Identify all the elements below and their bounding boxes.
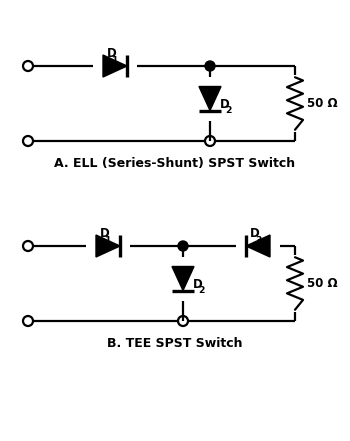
Text: 50 Ω: 50 Ω — [307, 97, 338, 110]
Circle shape — [205, 61, 215, 71]
Text: D: D — [100, 227, 110, 240]
Polygon shape — [103, 55, 127, 77]
Polygon shape — [246, 235, 270, 257]
Polygon shape — [199, 86, 221, 111]
Text: 3: 3 — [255, 235, 262, 245]
Text: A. ELL (Series-Shunt) SPST Switch: A. ELL (Series-Shunt) SPST Switch — [55, 157, 295, 170]
Text: 50 Ω: 50 Ω — [307, 277, 338, 290]
Polygon shape — [96, 235, 120, 257]
Text: D: D — [107, 47, 117, 60]
Polygon shape — [172, 266, 194, 291]
Text: D: D — [250, 227, 260, 240]
Text: 2: 2 — [198, 286, 205, 295]
Text: D: D — [193, 277, 203, 291]
Text: 1: 1 — [112, 56, 119, 65]
Circle shape — [178, 241, 188, 251]
Text: B. TEE SPST Switch: B. TEE SPST Switch — [107, 337, 243, 350]
Text: 1: 1 — [105, 235, 112, 245]
Text: D: D — [220, 97, 230, 111]
Text: 2: 2 — [225, 106, 232, 115]
